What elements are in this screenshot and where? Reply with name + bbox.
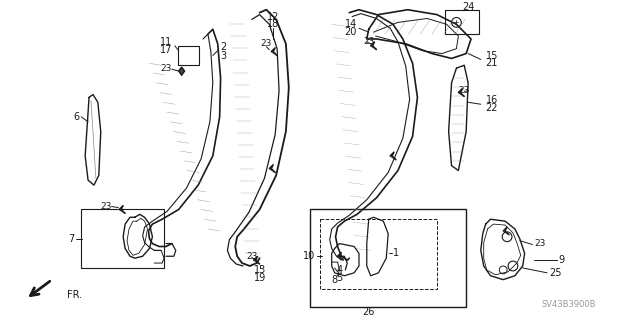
Text: 23: 23 [363, 37, 374, 46]
Text: 17: 17 [159, 45, 172, 55]
Polygon shape [179, 67, 184, 75]
Text: 2: 2 [221, 42, 227, 52]
Text: 18: 18 [267, 19, 279, 29]
Text: 13: 13 [253, 265, 266, 275]
Bar [320, 219, 437, 289]
Text: 23: 23 [458, 86, 470, 95]
Text: 12: 12 [267, 11, 280, 22]
Text: 6: 6 [73, 112, 79, 122]
Text: 14: 14 [345, 19, 357, 29]
Text: 5: 5 [337, 273, 342, 283]
Text: 24: 24 [462, 2, 474, 12]
Polygon shape [503, 227, 509, 235]
Text: 10: 10 [303, 251, 315, 261]
Polygon shape [253, 256, 260, 264]
Polygon shape [371, 42, 376, 50]
Text: 23: 23 [246, 252, 257, 261]
Bar [178, 46, 199, 65]
Text: 9: 9 [559, 255, 565, 265]
Text: 4: 4 [337, 265, 342, 275]
Text: 23: 23 [534, 239, 546, 248]
Text: FR.: FR. [67, 290, 82, 300]
Text: 25: 25 [549, 268, 561, 278]
Text: 26: 26 [362, 307, 375, 317]
Text: 23: 23 [260, 39, 272, 48]
Bar [445, 10, 479, 34]
Text: 19: 19 [253, 273, 266, 283]
Polygon shape [458, 89, 464, 96]
Text: 23: 23 [100, 202, 111, 211]
Polygon shape [119, 205, 125, 213]
Text: 22: 22 [486, 103, 498, 113]
Bar [81, 210, 164, 268]
Text: 11: 11 [159, 37, 172, 47]
Text: 20: 20 [345, 27, 357, 37]
Polygon shape [271, 48, 277, 56]
Text: 8: 8 [332, 275, 338, 285]
Polygon shape [337, 252, 344, 260]
Text: 16: 16 [486, 95, 498, 105]
Text: 15: 15 [486, 50, 498, 61]
Bar [310, 210, 466, 307]
Text: SV43B3900B: SV43B3900B [541, 300, 596, 309]
Text: 7: 7 [68, 234, 74, 244]
Polygon shape [269, 165, 275, 173]
Text: 3: 3 [221, 50, 227, 61]
Text: 1: 1 [393, 248, 399, 258]
Text: 21: 21 [486, 58, 498, 68]
Text: 23: 23 [161, 64, 172, 73]
Polygon shape [390, 152, 396, 160]
